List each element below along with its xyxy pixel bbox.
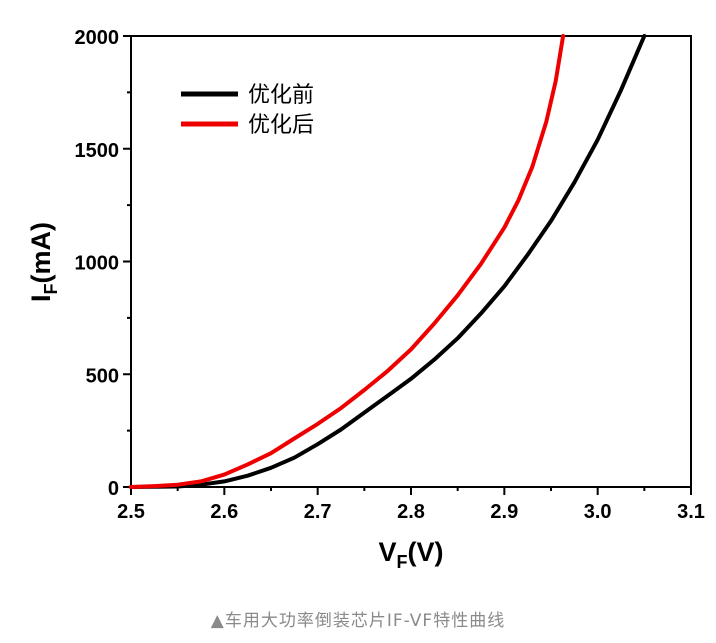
y-tick-label: 500 (86, 365, 119, 387)
y-axis-label-unit: (mA) (26, 222, 56, 284)
x-tick-label: 2.7 (304, 501, 332, 523)
x-tick-label: 2.8 (397, 501, 425, 523)
series-line-2 (129, 34, 566, 489)
x-tick-label: 3.1 (677, 501, 705, 523)
x-axis-label-unit: (V) (408, 537, 444, 567)
figure-caption: ▲车用大功率倒装芯片IF-VF特性曲线 (210, 611, 506, 631)
y-axis-label-sub: F (41, 283, 61, 294)
series-line-1 (129, 34, 647, 489)
x-tick-label: 3.0 (584, 501, 612, 523)
x-tick-label: 2.9 (490, 501, 518, 523)
x-tick-label: 2.5 (117, 501, 145, 523)
x-axis-label: VF(V) (378, 537, 443, 572)
y-tick-label: 1000 (75, 253, 120, 275)
legend-label-2: 优化后 (248, 113, 314, 138)
x-tick-label: 2.6 (210, 501, 238, 523)
legend-label-1: 优化前 (248, 83, 314, 108)
x-axis-label-main: V (378, 537, 396, 567)
y-axis-label-main: I (26, 294, 56, 302)
x-axis-label-sub: F (397, 552, 408, 572)
y-tick-label: 0 (108, 478, 119, 500)
y-tick-label: 2000 (75, 27, 120, 49)
plot-frame (130, 35, 692, 488)
y-tick-label: 1500 (75, 140, 120, 162)
y-axis-label: IF(mA) (26, 222, 61, 302)
iv-chart: 0 500 1000 1500 2000 2.5 2.6 2.7 2.8 2.9 3.0 3.1 优… (26, 27, 705, 572)
